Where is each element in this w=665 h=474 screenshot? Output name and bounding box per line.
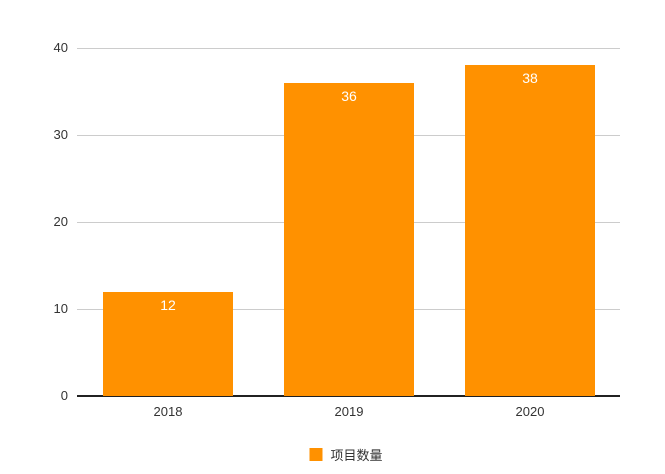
x-axis-label-2019: 2019 <box>334 404 364 419</box>
bar-2019[interactable]: 36 <box>284 83 414 396</box>
y-axis-tick-label: 10 <box>53 301 68 316</box>
bar-value-label: 12 <box>160 297 176 313</box>
bar-value-label: 36 <box>341 88 357 104</box>
y-axis-tick-label: 0 <box>60 388 68 403</box>
x-axis-label-2018: 2018 <box>153 404 183 419</box>
x-axis-label-2020: 2020 <box>515 404 545 419</box>
y-axis-tick-label: 40 <box>53 40 68 55</box>
legend-swatch-icon <box>309 448 323 461</box>
gridline <box>77 48 620 49</box>
bar-2020[interactable]: 38 <box>465 65 595 396</box>
legend-label: 项目数量 <box>330 448 383 463</box>
bar-2018[interactable]: 12 <box>103 292 233 396</box>
legend-item[interactable]: 项目数量 <box>309 445 383 464</box>
x-axis-baseline <box>77 395 620 397</box>
bar-value-label: 38 <box>522 70 538 86</box>
y-axis-tick-label: 20 <box>53 214 68 229</box>
y-axis-tick-label: 30 <box>53 127 68 142</box>
